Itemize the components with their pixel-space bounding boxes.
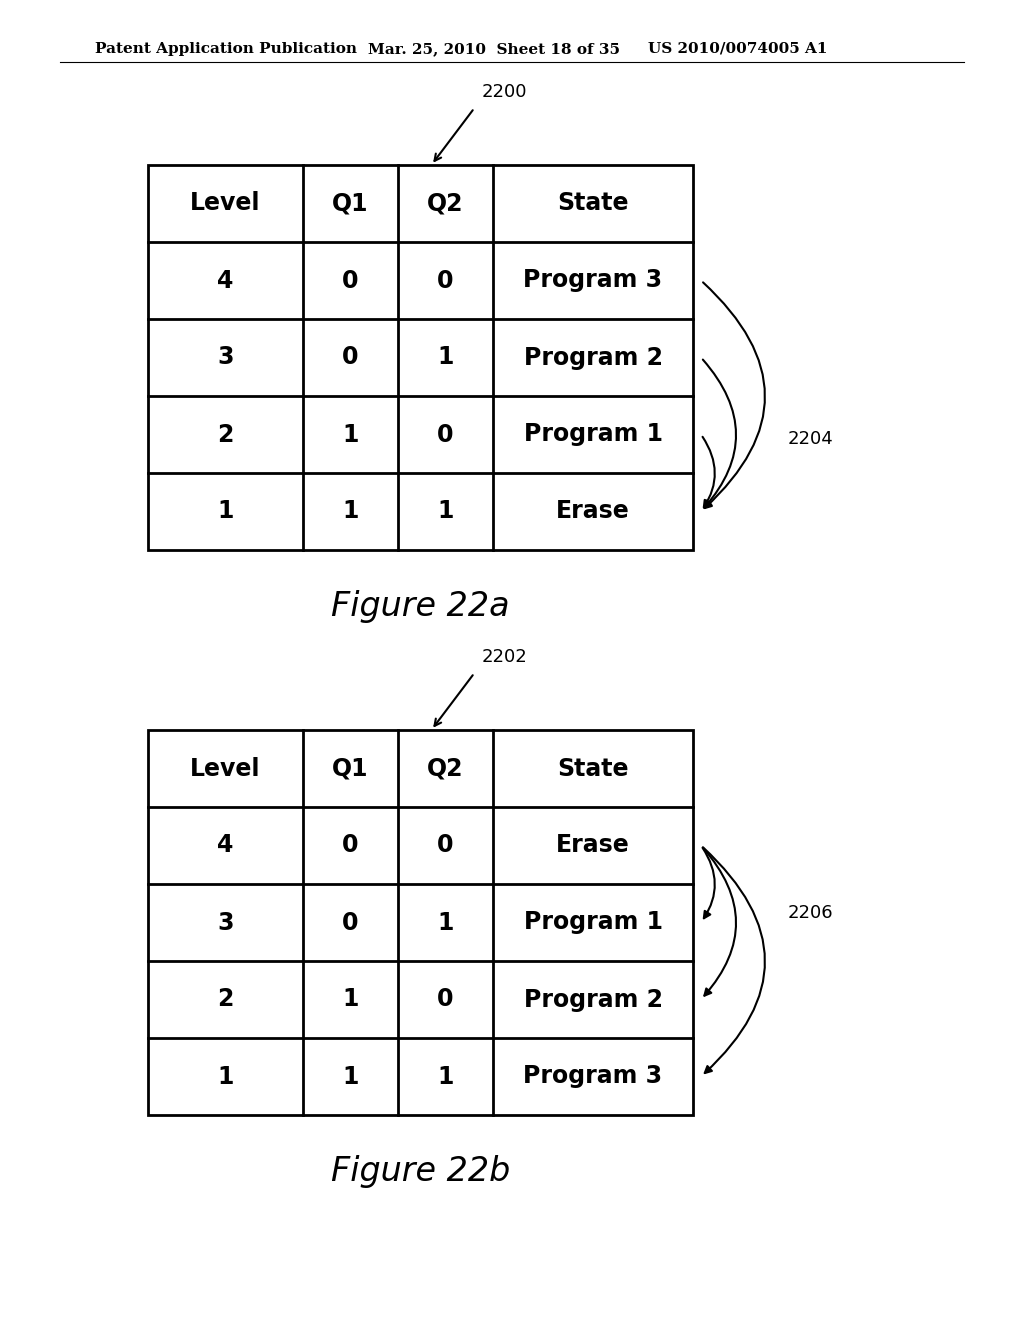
Text: 2204: 2204 [788,430,834,449]
Text: 1: 1 [342,422,358,446]
Text: 1: 1 [217,1064,233,1089]
FancyArrowPatch shape [702,437,715,507]
Text: 4: 4 [217,268,233,293]
Text: Q1: Q1 [332,756,369,780]
Text: 0: 0 [437,987,454,1011]
Text: 1: 1 [437,1064,454,1089]
Text: Erase: Erase [556,833,630,858]
Text: Program 1: Program 1 [523,422,663,446]
FancyArrowPatch shape [702,359,736,508]
Text: 2202: 2202 [481,648,527,667]
Text: 2: 2 [217,987,233,1011]
Text: Erase: Erase [556,499,630,524]
Text: 1: 1 [342,987,358,1011]
Text: State: State [557,756,629,780]
Text: 3: 3 [217,346,233,370]
Bar [148,165,693,550]
Text: 1: 1 [342,499,358,524]
Text: Level: Level [190,756,261,780]
Text: US 2010/0074005 A1: US 2010/0074005 A1 [648,42,827,55]
Text: 4: 4 [217,833,233,858]
Text: 0: 0 [342,911,358,935]
Text: Q1: Q1 [332,191,369,215]
Bar [148,730,693,1115]
Text: Program 3: Program 3 [523,268,663,293]
Text: Program 2: Program 2 [523,346,663,370]
Text: Mar. 25, 2010  Sheet 18 of 35: Mar. 25, 2010 Sheet 18 of 35 [368,42,620,55]
Text: 0: 0 [437,422,454,446]
Text: 2206: 2206 [788,903,834,921]
Text: 0: 0 [437,833,454,858]
Text: Program 2: Program 2 [523,987,663,1011]
Text: 1: 1 [437,346,454,370]
Text: 0: 0 [342,346,358,370]
Text: 2200: 2200 [481,83,527,102]
Text: 1: 1 [437,499,454,524]
Text: Patent Application Publication: Patent Application Publication [95,42,357,55]
Text: Figure 22a: Figure 22a [331,590,510,623]
Text: Figure 22b: Figure 22b [331,1155,510,1188]
Text: 0: 0 [342,833,358,858]
Text: 1: 1 [342,1064,358,1089]
Text: Level: Level [190,191,261,215]
Text: 2: 2 [217,422,233,446]
FancyArrowPatch shape [702,847,736,995]
Text: 1: 1 [437,911,454,935]
FancyArrowPatch shape [703,282,765,508]
FancyArrowPatch shape [702,847,715,919]
Text: Q2: Q2 [427,756,464,780]
Text: 1: 1 [217,499,233,524]
FancyArrowPatch shape [703,847,765,1073]
Text: 0: 0 [437,268,454,293]
Text: 3: 3 [217,911,233,935]
Text: Q2: Q2 [427,191,464,215]
Text: 0: 0 [342,268,358,293]
Text: State: State [557,191,629,215]
Text: Program 3: Program 3 [523,1064,663,1089]
Text: Program 1: Program 1 [523,911,663,935]
